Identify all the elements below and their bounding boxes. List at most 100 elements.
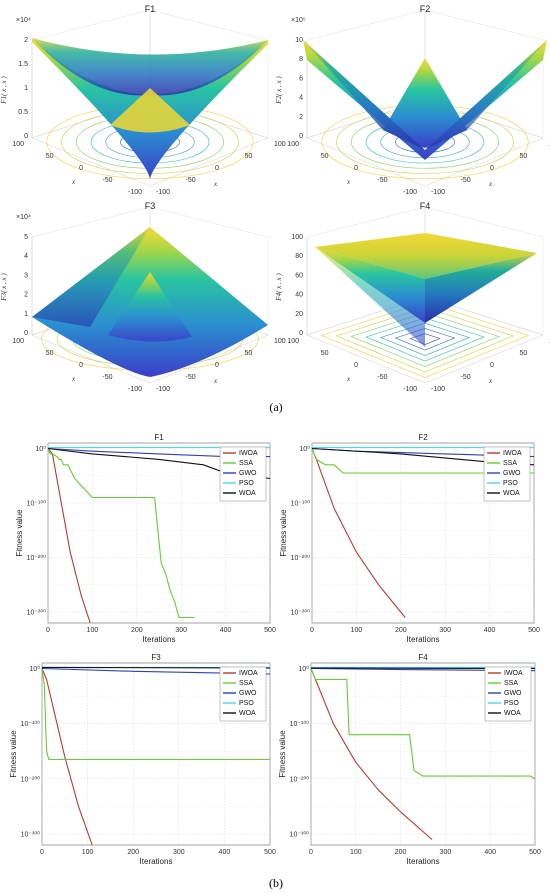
y-tick-label: 10⁻¹⁰⁰ bbox=[21, 720, 41, 728]
x2-tick-label: -100 bbox=[128, 189, 142, 196]
x1-tick-label: -50 bbox=[461, 177, 471, 184]
x2-tick-label: 0 bbox=[354, 165, 358, 172]
y-tick-label: 10⁻³⁰⁰ bbox=[291, 609, 311, 617]
x2-tick-label: 50 bbox=[46, 350, 54, 357]
x2-tick-label: 50 bbox=[321, 350, 329, 357]
x2-tick-label: 50 bbox=[321, 153, 329, 160]
x-tick-label: 300 bbox=[173, 849, 185, 856]
z-tick-label: 0 bbox=[299, 133, 303, 140]
surface-plot-F2: F2 ×10⁵ 0 2 4 6 8 10 F2( x , x ) 100 50 0 -50 -100 -10… bbox=[275, 4, 550, 196]
z-tick-label: 1 bbox=[24, 85, 28, 92]
legend-label-SSA: SSA bbox=[239, 460, 253, 467]
x1-axis-label: x bbox=[488, 377, 493, 385]
x-axis-label: Iterations bbox=[143, 635, 176, 644]
convergence-plot-F3: 0 100 200 300 400 500 10⁰ 10⁻¹⁰⁰ 10⁻²⁰⁰ 10⁻³⁰⁰ F3 I… bbox=[9, 653, 276, 866]
z-tick-label: 8 bbox=[299, 56, 303, 63]
legend-label-IWOA: IWOA bbox=[239, 670, 258, 677]
x1-tick-label: -50 bbox=[186, 177, 196, 184]
z-tick-label: 4 bbox=[299, 95, 303, 102]
legend: IWOA SSA GWO PSO WOA bbox=[219, 666, 267, 722]
x2-tick-label: -100 bbox=[403, 386, 417, 393]
x1-tick-label: 50 bbox=[520, 153, 528, 160]
y-tick-label: 10⁻¹⁰⁰ bbox=[290, 720, 310, 728]
x2-axis-label: x bbox=[71, 375, 76, 383]
x-tick-label: 500 bbox=[528, 627, 540, 634]
x1-tick-label: 0 bbox=[490, 165, 494, 172]
surface-plot-F1: F1 ×10⁴ 0 0.5 1 1.5 2 F1( x , x ) 100 50 0 -50 -100 -… bbox=[0, 4, 286, 196]
z-tick-label: 6 bbox=[299, 75, 303, 82]
y-tick-label: 10⁰ bbox=[29, 665, 40, 673]
x2-tick-label: -50 bbox=[377, 177, 387, 184]
series-line-IWOA bbox=[47, 448, 91, 624]
x1-tick-label: 0 bbox=[215, 165, 219, 172]
legend: IWOA SSA GWO PSO WOA bbox=[483, 446, 531, 502]
x-axis-label: Iterations bbox=[407, 857, 440, 866]
x1-tick-label: -100 bbox=[156, 189, 170, 196]
chart-title: F1 bbox=[154, 433, 164, 442]
series-line-SSA bbox=[311, 448, 534, 474]
legend-label-GWO: GWO bbox=[503, 470, 521, 477]
x2-axis-label: x bbox=[346, 178, 351, 186]
x2-axis-label: x bbox=[71, 178, 76, 186]
chart-title: F2 bbox=[418, 433, 428, 442]
legend-label-GWO: GWO bbox=[239, 470, 257, 477]
z-multiplier: ×10⁴ bbox=[16, 17, 31, 24]
x1-tick-label: 50 bbox=[245, 350, 253, 357]
z-axis-label: F2( x , x ) bbox=[275, 76, 283, 105]
series-line-SSA bbox=[41, 668, 270, 761]
z-axis-label: F1( x , x ) bbox=[0, 76, 8, 105]
convergence-plot-F1: 0 100 200 300 400 500 10⁰ 10⁻¹⁰⁰ 10⁻²⁰⁰ 10⁻³⁰⁰ F1 I… bbox=[15, 433, 276, 644]
x2-tick-label: 0 bbox=[79, 362, 83, 369]
chart-title: F3 bbox=[151, 653, 161, 662]
surface-mesh bbox=[32, 227, 268, 377]
x-tick-label: 0 bbox=[309, 849, 313, 856]
legend-label-WOA: WOA bbox=[239, 490, 256, 497]
z-tick-label: 80 bbox=[295, 253, 303, 260]
x-axis-label: Iterations bbox=[140, 857, 173, 866]
y-tick-label: 10⁻³⁰⁰ bbox=[290, 830, 310, 838]
legend-label-WOA: WOA bbox=[503, 490, 520, 497]
y-tick-label: 10⁰ bbox=[298, 665, 309, 673]
x-axis-label: Iterations bbox=[407, 635, 440, 644]
x-tick-label: 200 bbox=[395, 627, 407, 634]
x1-tick-label: 0 bbox=[215, 362, 219, 369]
z-tick-label: 2 bbox=[24, 292, 28, 299]
z-tick-label: 5 bbox=[24, 234, 28, 241]
y-tick-label: 10⁰ bbox=[299, 445, 310, 453]
x2-tick-label: 100 bbox=[287, 338, 299, 345]
legend: IWOA SSA GWO PSO WOA bbox=[484, 666, 532, 722]
y-tick-label: 10⁻¹⁰⁰ bbox=[291, 500, 311, 508]
x-tick-label: 200 bbox=[127, 849, 139, 856]
x2-tick-label: -100 bbox=[403, 189, 417, 196]
surface-plot-F3: F3 ×10⁴ 0 1 2 3 4 5 F3( x , x ) 100 50 0 -50 -100 -100… bbox=[0, 201, 286, 393]
z-tick-label: 3 bbox=[24, 272, 28, 279]
series-line-SSA bbox=[47, 448, 195, 619]
z-multiplier: ×10⁴ bbox=[16, 214, 31, 221]
x-tick-label: 100 bbox=[351, 627, 363, 634]
panel-a-label: (a) bbox=[269, 400, 282, 414]
x1-axis-label: x bbox=[213, 377, 218, 385]
y-axis-label: Fitness value bbox=[15, 509, 24, 557]
x-tick-label: 500 bbox=[529, 849, 541, 856]
z-tick-label: 0 bbox=[24, 133, 28, 140]
legend-label-IWOA: IWOA bbox=[239, 450, 258, 457]
x1-tick-label: 50 bbox=[520, 350, 528, 357]
x2-tick-label: -50 bbox=[377, 374, 387, 381]
floor-plane bbox=[306, 99, 544, 187]
legend-label-WOA: WOA bbox=[504, 710, 521, 717]
convergence-plot-F4: 0 100 200 300 400 500 10⁰ 10⁻¹⁰⁰ 10⁻²⁰⁰ 10⁻³⁰⁰ F4 I… bbox=[278, 653, 541, 866]
legend-label-GWO: GWO bbox=[504, 690, 522, 697]
legend: IWOA SSA GWO PSO WOA bbox=[219, 446, 267, 502]
y-tick-label: 10⁻²⁰⁰ bbox=[290, 775, 310, 783]
x1-tick-label: -100 bbox=[431, 386, 445, 393]
panel-b-convergence: 0 100 200 300 400 500 10⁰ 10⁻¹⁰⁰ 10⁻²⁰⁰ 10⁻³⁰⁰ F1 I… bbox=[9, 433, 541, 866]
x-tick-label: 0 bbox=[40, 849, 44, 856]
z-tick-label: 1.5 bbox=[18, 61, 28, 68]
legend-label-SSA: SSA bbox=[504, 680, 518, 687]
x-tick-label: 300 bbox=[439, 627, 451, 634]
legend-label-GWO: GWO bbox=[239, 690, 257, 697]
x-tick-label: 500 bbox=[264, 627, 276, 634]
y-axis-label: Fitness value bbox=[9, 730, 18, 778]
z-tick-label: 100 bbox=[291, 234, 303, 241]
